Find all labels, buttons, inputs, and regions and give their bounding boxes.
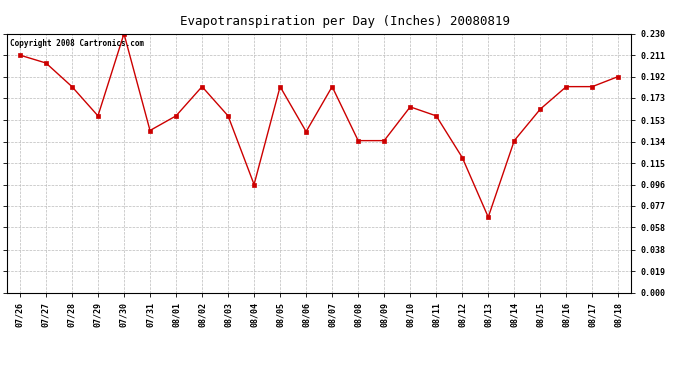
Text: Copyright 2008 Cartronics.com: Copyright 2008 Cartronics.com [10,39,144,48]
Text: Evapotranspiration per Day (Inches) 20080819: Evapotranspiration per Day (Inches) 2008… [180,15,510,28]
